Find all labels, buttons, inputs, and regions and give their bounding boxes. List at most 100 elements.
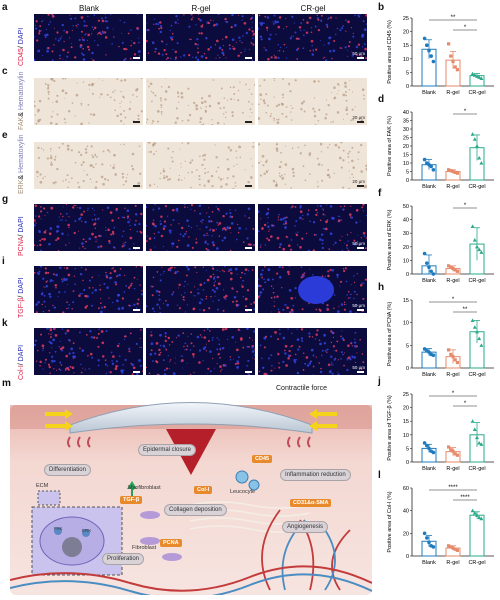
scale-bar-label: 50 μm bbox=[352, 241, 365, 246]
row-label-fak-sep: & bbox=[18, 110, 25, 117]
panel-letter-g: g bbox=[2, 194, 9, 205]
micrograph-col1-cr-gel: 50 μm bbox=[258, 328, 367, 375]
x-tick-label: CR-gel bbox=[468, 372, 485, 378]
y-tick-label: 0 bbox=[406, 84, 409, 90]
micrograph-cd45-blank bbox=[34, 14, 143, 61]
x-tick-label: Blank bbox=[422, 278, 436, 284]
data-point bbox=[453, 268, 457, 272]
data-point bbox=[479, 76, 484, 80]
scale-bar bbox=[133, 121, 140, 123]
y-tick-label: 30 bbox=[403, 127, 409, 133]
micrograph-tgfb-cr-gel: 50 μm bbox=[258, 266, 367, 313]
data-point bbox=[429, 164, 433, 169]
x-tick-label: Blank bbox=[422, 466, 436, 472]
row-label-erk-stain: Hematoxylin bbox=[18, 134, 25, 173]
row-label-erk-marker: ERK bbox=[18, 179, 25, 194]
x-tick-label: CR-gel bbox=[468, 466, 485, 472]
label-angiogenesis: Angiogenesis bbox=[282, 521, 329, 533]
y-tick-label: 15 bbox=[403, 43, 409, 49]
schematic-illustration bbox=[9, 402, 373, 600]
x-tick-label: R-gel bbox=[446, 278, 459, 284]
data-point bbox=[449, 448, 453, 452]
scale-bar bbox=[245, 371, 252, 373]
y-tick-label: 5 bbox=[406, 446, 409, 452]
data-point bbox=[470, 318, 475, 322]
scale-bar bbox=[357, 309, 364, 311]
micrograph-erk-blank bbox=[34, 142, 143, 189]
scale-bar-label: 50 μm bbox=[352, 303, 365, 308]
micrograph-cd45-cr-gel: 50 μm bbox=[258, 14, 367, 61]
data-point bbox=[427, 48, 431, 53]
data-point bbox=[427, 540, 431, 545]
data-point bbox=[455, 269, 459, 273]
y-tick-label: 5 bbox=[406, 343, 409, 349]
schematic-panel: Contractile force Epidermal closure Diff… bbox=[9, 385, 373, 600]
scale-bar bbox=[357, 371, 364, 373]
data-point bbox=[431, 353, 436, 358]
label-contractile-force: Contractile force bbox=[276, 385, 327, 392]
y-tick-label: 50 bbox=[403, 204, 409, 210]
row-label-tgfb: TGF-β/ DAPI bbox=[18, 277, 25, 318]
scale-bar bbox=[133, 247, 140, 249]
micrograph-erk-r-gel bbox=[146, 142, 255, 189]
data-point bbox=[447, 544, 451, 548]
data-point bbox=[425, 43, 429, 47]
micrograph-fak-cr-gel: 20 μm bbox=[258, 78, 367, 125]
panel-letter-m: m bbox=[2, 378, 11, 389]
column-header-cr-gel: CR-gel bbox=[300, 4, 326, 13]
data-point bbox=[453, 547, 457, 551]
tag-tgfb: TGF-β bbox=[120, 496, 143, 504]
scale-bar-label: 50 μm bbox=[352, 365, 365, 370]
significance-label: ** bbox=[451, 15, 456, 21]
data-point bbox=[470, 132, 475, 136]
y-tick-label: 15 bbox=[403, 298, 409, 304]
y-tick-label: 20 bbox=[403, 531, 409, 537]
tag-cd31: CD31&α-SMA bbox=[290, 499, 332, 507]
y-tick-label: 5 bbox=[406, 70, 409, 76]
data-point bbox=[472, 137, 477, 141]
data-point bbox=[447, 42, 451, 46]
tag-cd45: CD45 bbox=[252, 455, 273, 463]
panel-letter-l: l bbox=[378, 470, 381, 481]
y-tick-label: 40 bbox=[403, 218, 409, 224]
row-label-cd45-stain: DAPI bbox=[18, 27, 25, 45]
data-point bbox=[479, 343, 484, 347]
row-label-tgfb-marker: TGF-β bbox=[18, 297, 25, 318]
data-point bbox=[422, 531, 427, 536]
scale-bar bbox=[245, 247, 252, 249]
x-tick-label: Blank bbox=[422, 372, 436, 378]
data-point bbox=[447, 264, 451, 268]
data-point bbox=[431, 545, 436, 549]
data-point bbox=[455, 548, 459, 552]
data-point bbox=[472, 238, 477, 242]
panel-letter-e: e bbox=[2, 130, 8, 141]
data-point bbox=[427, 446, 431, 451]
data-point bbox=[451, 169, 455, 174]
scale-bar-label: 50 μm bbox=[352, 51, 365, 56]
scale-bar-label: 20 μm bbox=[352, 179, 365, 184]
y-tick-label: 40 bbox=[403, 509, 409, 515]
data-point bbox=[427, 265, 431, 270]
panel-letter-h: h bbox=[378, 282, 385, 293]
data-point bbox=[475, 513, 479, 517]
data-point bbox=[475, 244, 479, 249]
micrograph-col1-r-gel bbox=[146, 328, 255, 375]
data-point bbox=[422, 36, 427, 41]
data-point bbox=[425, 261, 429, 265]
data-point bbox=[422, 441, 427, 445]
data-point bbox=[477, 336, 482, 341]
panel-letter-k: k bbox=[2, 318, 8, 329]
y-tick-label: 0 bbox=[406, 460, 409, 466]
label-ecm: ECM bbox=[36, 483, 49, 489]
y-axis-label: Positive area of ERK (%) bbox=[387, 209, 393, 270]
label-erk-cell: ERK bbox=[82, 528, 92, 533]
x-tick-label: R-gel bbox=[446, 372, 459, 378]
y-tick-label: 15 bbox=[403, 153, 409, 159]
data-point bbox=[479, 442, 484, 446]
scale-bar bbox=[133, 371, 140, 373]
data-point bbox=[447, 445, 451, 449]
row-label-pcna-marker: PCNA bbox=[18, 236, 25, 256]
row-label-cd45-sep: / bbox=[18, 44, 25, 49]
data-point bbox=[479, 516, 484, 521]
micrograph-cd45-r-gel bbox=[146, 14, 255, 61]
